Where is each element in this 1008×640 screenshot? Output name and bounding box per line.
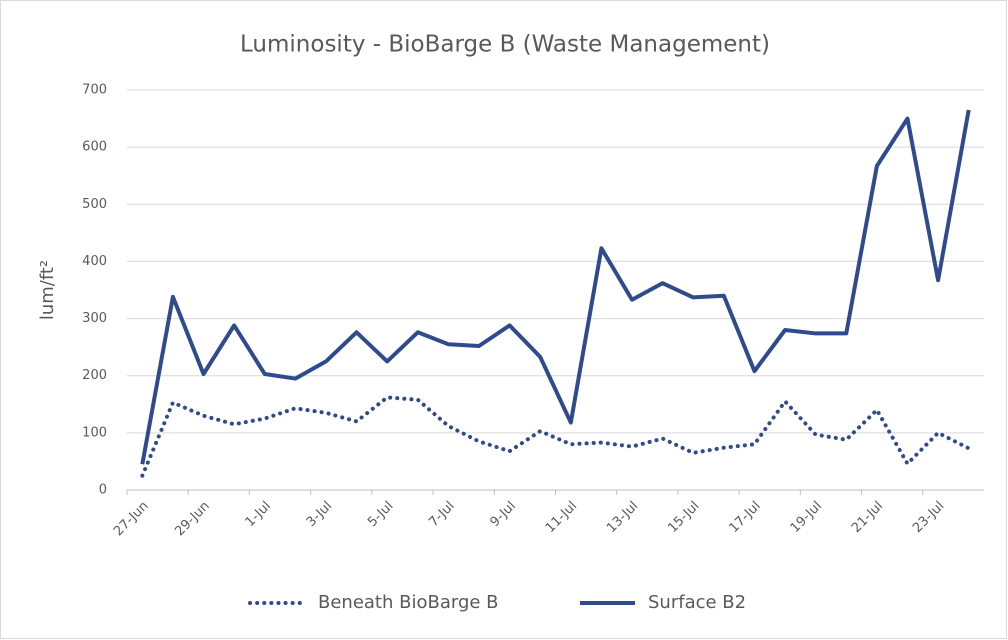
y-tick-label: 700 bbox=[82, 83, 107, 98]
y-tick-label: 500 bbox=[82, 197, 107, 212]
y-tick-label: 0 bbox=[99, 483, 107, 498]
legend-label: Beneath BioBarge B bbox=[318, 592, 499, 613]
series-line bbox=[140, 395, 971, 478]
series-line bbox=[140, 109, 971, 465]
y-tick-label: 600 bbox=[82, 140, 107, 155]
legend-label: Surface B2 bbox=[648, 592, 746, 613]
y-tick-label: 400 bbox=[82, 254, 107, 269]
y-tick-label: 200 bbox=[82, 368, 107, 383]
y-tick-label: 300 bbox=[82, 311, 107, 326]
chart-title: Luminosity - BioBarge B (Waste Managemen… bbox=[240, 32, 770, 58]
y-tick-label: 100 bbox=[82, 425, 107, 440]
y-axis-label: lum/ft² bbox=[37, 260, 58, 320]
